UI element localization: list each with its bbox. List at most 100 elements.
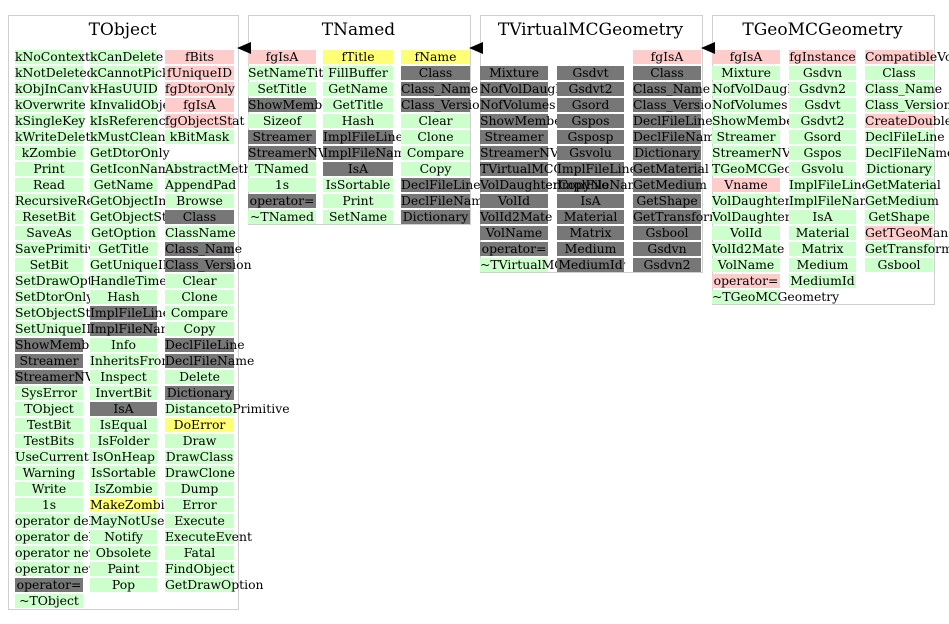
member-cell[interactable]: SetDtorOnly <box>15 289 94 304</box>
member-cell[interactable]: TObject <box>15 402 83 416</box>
member-cell[interactable]: Class_Version <box>865 97 949 112</box>
member-cell[interactable]: SetBit <box>15 258 83 272</box>
member-cell[interactable]: NofVolDaughters <box>712 81 820 96</box>
member-cell[interactable]: VolId2Mate <box>480 209 553 224</box>
member-cell[interactable]: GetShape <box>633 194 701 208</box>
member-cell[interactable]: operator= <box>712 273 780 288</box>
member-cell[interactable]: Sizeof <box>248 114 316 128</box>
member-cell[interactable]: Gsdvn <box>789 66 856 80</box>
member-cell[interactable]: TNamed <box>248 162 316 176</box>
member-cell[interactable]: GetIconName <box>90 161 177 176</box>
member-cell[interactable]: Print <box>323 194 393 208</box>
member-cell[interactable]: Hash <box>323 114 393 128</box>
member-cell[interactable]: ~TObject <box>15 594 83 608</box>
member-cell[interactable]: Gsdvt2 <box>789 114 856 128</box>
member-cell[interactable]: DrawClass <box>165 449 234 464</box>
member-cell[interactable]: operator delete <box>15 513 113 528</box>
member-cell[interactable]: fgIsA <box>165 98 234 112</box>
member-cell[interactable]: Gsposp <box>557 130 624 144</box>
member-cell[interactable]: DrawClone <box>165 465 236 480</box>
member-cell[interactable]: GetDrawOption <box>165 577 264 592</box>
member-cell[interactable]: Streamer <box>248 130 316 144</box>
member-cell[interactable]: NofVolumes <box>712 97 788 112</box>
member-cell[interactable]: ImplFileLine <box>789 177 869 192</box>
member-cell[interactable]: SetTitle <box>248 82 316 96</box>
member-cell[interactable]: GetTitle <box>90 242 157 256</box>
member-cell[interactable]: MediumId <box>557 257 624 272</box>
member-cell[interactable]: Print <box>15 162 83 176</box>
member-cell[interactable]: Gsdvt <box>557 66 624 80</box>
member-cell[interactable]: AppendPad <box>165 177 237 192</box>
member-cell[interactable]: GetObjectInfo <box>90 193 179 208</box>
member-cell[interactable]: Gsord <box>557 98 624 112</box>
member-cell[interactable]: FindObject <box>165 561 235 576</box>
member-cell[interactable]: GetMedium <box>633 177 707 192</box>
member-cell[interactable]: Class <box>865 66 933 80</box>
member-cell[interactable]: SetObjectStat <box>15 305 103 320</box>
member-cell[interactable]: MayNotUse <box>90 513 165 528</box>
member-cell[interactable]: Streamer <box>480 130 548 144</box>
member-cell[interactable]: Copy <box>165 322 234 336</box>
member-cell[interactable]: Gsdvt2 <box>557 82 624 96</box>
member-cell[interactable]: kNoContextMenu <box>15 49 126 64</box>
member-cell[interactable]: VolDaughterName <box>712 209 828 224</box>
member-cell[interactable]: Dump <box>165 482 234 496</box>
member-cell[interactable]: TestBit <box>15 418 83 432</box>
member-cell[interactable]: Obsolete <box>90 546 157 560</box>
member-cell[interactable]: kObjInCanvas <box>15 81 103 96</box>
member-cell[interactable]: kIsReferenced <box>90 113 181 128</box>
member-cell[interactable]: Gsvolu <box>789 162 856 176</box>
member-cell[interactable]: fgIsA <box>712 50 780 64</box>
member-cell[interactable]: Fatal <box>165 546 234 560</box>
member-cell[interactable]: IsSortable <box>90 465 157 480</box>
member-cell[interactable]: Material <box>557 210 624 224</box>
member-cell[interactable]: ImplFileLine <box>90 305 170 320</box>
member-cell[interactable]: ShowMembers <box>248 97 342 112</box>
member-cell[interactable]: fgIsA <box>248 50 316 64</box>
member-cell[interactable]: Gsbool <box>633 226 701 240</box>
member-cell[interactable]: GetTransformation <box>865 241 949 256</box>
member-cell[interactable]: Matrix <box>557 226 624 240</box>
member-cell[interactable]: Vname <box>712 178 780 192</box>
member-cell[interactable]: SaveAs <box>15 226 83 240</box>
member-cell[interactable]: VolId2Mate <box>712 241 785 256</box>
member-cell[interactable]: Class_Version <box>401 97 488 112</box>
member-cell[interactable]: operator= <box>248 193 316 208</box>
member-cell[interactable]: Inspect <box>90 370 157 384</box>
member-cell[interactable]: kNotDeleted <box>15 65 95 80</box>
member-cell[interactable]: DeclFileName <box>633 129 723 144</box>
member-cell[interactable]: Compare <box>401 146 470 160</box>
member-cell[interactable]: SetUniqueID <box>15 321 97 336</box>
member-cell[interactable]: fBits <box>165 50 234 64</box>
member-cell[interactable]: Class_Name <box>401 81 479 96</box>
member-cell[interactable]: GetName <box>90 178 157 192</box>
member-cell[interactable]: IsEqual <box>90 418 157 432</box>
member-cell[interactable]: Clone <box>165 290 234 304</box>
member-cell[interactable]: GetDtorOnly <box>90 145 170 160</box>
member-cell[interactable]: Gsdvn2 <box>789 82 856 96</box>
member-cell[interactable]: DeclFileName <box>165 353 255 368</box>
member-cell[interactable]: RecursiveRemove <box>15 193 128 208</box>
member-cell[interactable]: StreamerNVirtual <box>248 145 361 160</box>
member-cell[interactable]: SysError <box>15 386 83 400</box>
member-cell[interactable]: TestBits <box>15 434 83 448</box>
member-cell[interactable]: StreamerNVirtual <box>712 145 825 160</box>
member-cell[interactable]: GetTitle <box>323 98 393 112</box>
member-cell[interactable]: kCannotPick <box>90 65 170 80</box>
member-cell[interactable]: InheritsFrom <box>90 353 174 368</box>
member-cell[interactable]: Dictionary <box>865 161 933 176</box>
member-cell[interactable]: InvertBit <box>90 386 157 400</box>
member-cell[interactable]: Draw <box>165 434 234 448</box>
member-cell[interactable]: Gspos <box>789 146 856 160</box>
member-cell[interactable]: ImplFileLine <box>323 129 403 144</box>
member-cell[interactable]: IsOnHeap <box>90 450 157 464</box>
member-cell[interactable]: Streamer <box>15 354 83 368</box>
member-cell[interactable]: CompatibleVolumes <box>865 49 949 64</box>
member-cell[interactable]: Warning <box>15 466 83 480</box>
member-cell[interactable]: SetDrawOption <box>15 273 113 288</box>
member-cell[interactable]: SetName <box>323 210 393 224</box>
member-cell[interactable]: kWriteDelete <box>15 129 98 144</box>
member-cell[interactable]: fgDtorOnly <box>165 81 235 96</box>
member-cell[interactable]: GetMaterial <box>865 177 941 192</box>
member-cell[interactable]: ShowMembers <box>480 113 574 128</box>
